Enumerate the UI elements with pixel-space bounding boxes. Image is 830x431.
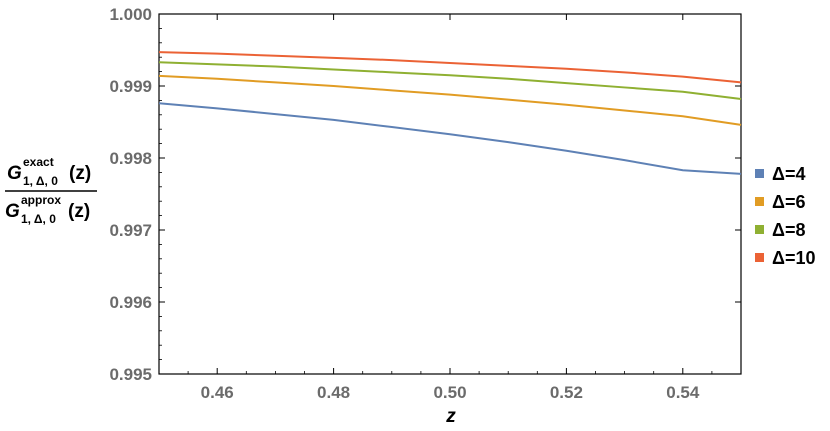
legend-swatch [755,253,764,262]
y-tick-label: 0.999 [109,77,152,96]
series-line [158,102,742,175]
x-tick-label: 0.52 [550,383,583,402]
y-tick-label: 0.996 [109,293,152,312]
series-lines [158,51,742,175]
x-axis-ticks: 0.46 0.48 0.50 0.52 0.54 [158,14,742,402]
legend-label: Δ=10 [772,248,815,268]
denominator-superscript: approx [21,193,61,207]
y-axis-ticks: 0.995 0.996 0.997 0.998 0.999 1.000 [109,5,741,384]
x-tick-label: 0.48 [317,383,350,402]
x-axis-title: z [445,406,456,427]
x-tick-label: 0.46 [201,383,234,402]
y-tick-label: 1.000 [109,5,152,24]
y-tick-label: 0.998 [109,149,152,168]
y-axis-title-denominator: G approx 1, Δ, 0 (z) [5,193,90,226]
x-tick-label: 0.54 [666,383,700,402]
y-tick-label: 0.995 [109,365,152,384]
series-line [158,51,742,84]
legend-swatch [755,197,764,206]
x-tick-label: 0.50 [433,383,466,402]
y-axis-title: G exact 1, Δ, 0 (z) G approx 1, Δ, 0 (z) [5,155,97,226]
y-tick-label: 0.997 [109,221,152,240]
legend-label: Δ=6 [772,192,805,212]
numerator-symbol: G [7,163,22,184]
legend-swatch [755,225,764,234]
legend-swatch [755,169,764,178]
numerator-subscript: 1, Δ, 0 [23,174,58,188]
legend: Δ=4 Δ=6 Δ=8 Δ=10 [755,164,815,268]
plot-frame [158,13,742,375]
denominator-subscript: 1, Δ, 0 [21,212,56,226]
series-line [158,61,742,100]
numerator-argument: (z) [69,163,91,184]
denominator-symbol: G [5,201,20,222]
y-axis-title-numerator: G exact 1, Δ, 0 (z) [7,155,91,188]
denominator-argument: (z) [68,201,90,222]
legend-label: Δ=4 [772,164,805,184]
numerator-superscript: exact [23,155,54,169]
legend-label: Δ=8 [772,220,805,240]
series-line [158,74,742,126]
